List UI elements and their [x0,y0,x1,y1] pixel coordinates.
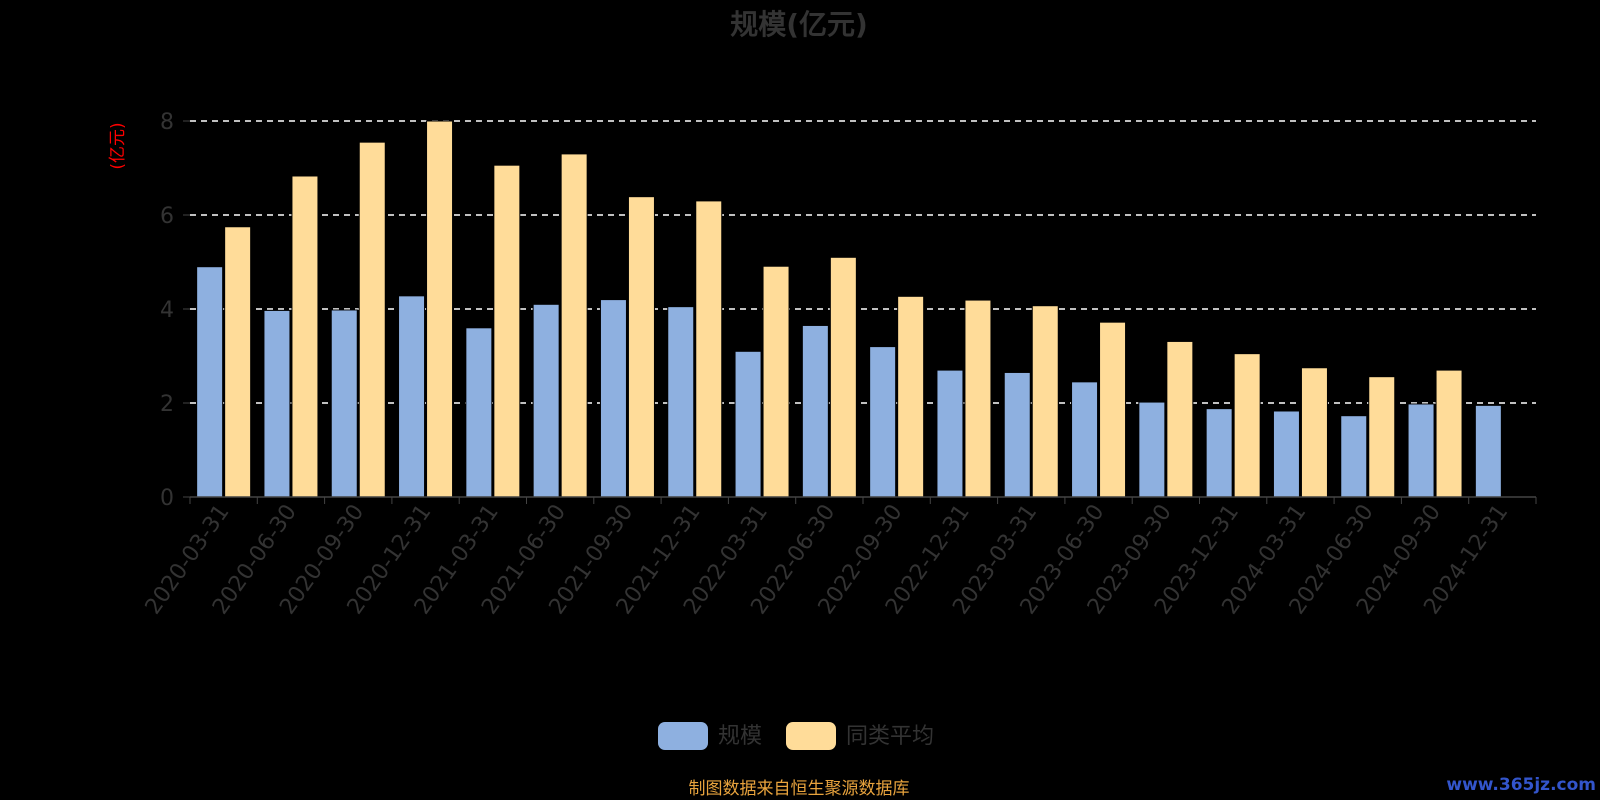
legend-label: 同类平均 [846,724,934,749]
bar-peer-average[interactable] [291,175,319,498]
bar-scale[interactable] [667,306,695,498]
legend-swatch [786,722,836,750]
grid-lines [190,120,1536,404]
bar-peer-average[interactable] [897,295,925,498]
legend-item-peer-average[interactable]: 同类平均 [786,722,934,750]
bar-peer-average[interactable] [1166,340,1194,498]
bar-scale[interactable] [263,309,291,498]
bar-scale[interactable] [869,346,897,498]
bar-scale[interactable] [1205,408,1233,498]
bar-peer-average[interactable] [964,299,992,498]
bar-scale[interactable] [465,327,493,498]
bar-peer-average[interactable] [224,226,252,498]
bar-scale[interactable] [1340,415,1368,498]
y-tick-label: 8 [160,110,174,135]
bar-peer-average[interactable] [1031,305,1059,498]
bars [196,120,1502,498]
data-source-note: 制图数据来自恒生聚源数据库 [689,779,910,799]
y-tick-label: 0 [160,486,174,511]
bar-scale[interactable] [1003,371,1031,498]
bar-peer-average[interactable] [358,141,386,498]
y-tick-label: 4 [160,298,174,323]
bar-peer-average[interactable] [1368,376,1396,498]
bar-scale[interactable] [1474,404,1502,498]
bar-peer-average[interactable] [627,196,655,498]
bar-peer-average[interactable] [560,153,588,498]
bar-peer-average[interactable] [1233,353,1261,498]
chart-title: 规模(亿元) [730,8,868,41]
bar-scale[interactable] [1071,381,1099,498]
bar-peer-average[interactable] [829,256,857,498]
legend-swatch [658,722,708,750]
bar-peer-average[interactable] [762,265,790,498]
watermark-text: www.365jz.com [1446,775,1596,795]
bar-scale[interactable] [1138,401,1166,498]
bar-scale[interactable] [196,266,224,498]
bar-peer-average[interactable] [426,120,454,498]
bar-peer-average[interactable] [1435,369,1463,498]
bar-scale[interactable] [734,350,762,498]
legend-item-scale[interactable]: 规模 [658,722,762,750]
bar-scale[interactable] [330,309,358,498]
legend[interactable]: 规模 同类平均 [658,722,934,750]
bar-scale[interactable] [532,303,560,498]
bar-peer-average[interactable] [1300,367,1328,498]
bar-scale[interactable] [1272,410,1300,498]
bar-peer-average[interactable] [1099,321,1127,498]
x-axis-ticks: 2020-03-312020-06-302020-09-302020-12-31… [141,497,1537,619]
y-axis-ticks: 0 2 4 6 8 [160,110,190,511]
bar-peer-average[interactable] [493,164,521,498]
bar-scale[interactable] [936,369,964,498]
y-axis-unit-label: (亿元) [108,122,128,169]
y-tick-label: 2 [160,392,174,417]
bar-scale[interactable] [398,295,426,498]
bar-scale[interactable] [599,299,627,498]
legend-label: 规模 [718,724,762,749]
bar-scale[interactable] [1407,403,1435,498]
bar-peer-average[interactable] [695,200,723,498]
y-tick-label: 6 [160,204,174,229]
bar-scale[interactable] [801,324,829,498]
